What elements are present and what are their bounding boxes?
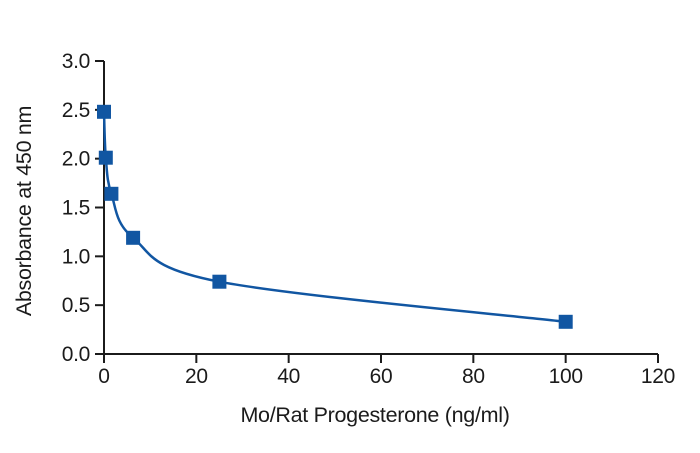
standard-curve-line bbox=[102, 111, 566, 324]
data-point-marker bbox=[558, 314, 573, 329]
x-axis-title: Mo/Rat Progesterone (ng/ml) bbox=[240, 403, 509, 427]
y-tick-label: 3.0 bbox=[62, 50, 90, 73]
data-point-marker bbox=[97, 104, 111, 119]
y-tick-label: 0.5 bbox=[62, 294, 90, 317]
x-tick-label: 80 bbox=[462, 365, 485, 388]
data-point-marker bbox=[212, 274, 227, 289]
y-tick-label: 1.5 bbox=[62, 197, 90, 220]
data-point-marker bbox=[98, 150, 113, 165]
x-tick-label: 60 bbox=[370, 365, 393, 388]
plot-area: 0 20 40 60 80 100 120 0.0 0.5 1.0 1.5 2.0 2.5 3.0 bbox=[62, 50, 676, 388]
data-point-marker bbox=[126, 230, 141, 245]
x-tick-label: 120 bbox=[641, 365, 675, 388]
y-tick-label: 2.0 bbox=[62, 148, 90, 171]
x-tick-label: 0 bbox=[98, 365, 109, 388]
x-tick-label: 40 bbox=[277, 365, 300, 388]
axis-lines bbox=[103, 61, 658, 355]
data-point-marker bbox=[104, 186, 119, 201]
y-axis-title: Absorbance at 450 nm bbox=[12, 106, 36, 316]
x-tick-label: 100 bbox=[549, 365, 583, 388]
x-tick-label: 20 bbox=[185, 365, 208, 388]
y-tick-label: 2.5 bbox=[62, 99, 90, 122]
y-tick-label: 1.0 bbox=[62, 245, 90, 268]
y-tick-label: 0.0 bbox=[62, 343, 90, 366]
